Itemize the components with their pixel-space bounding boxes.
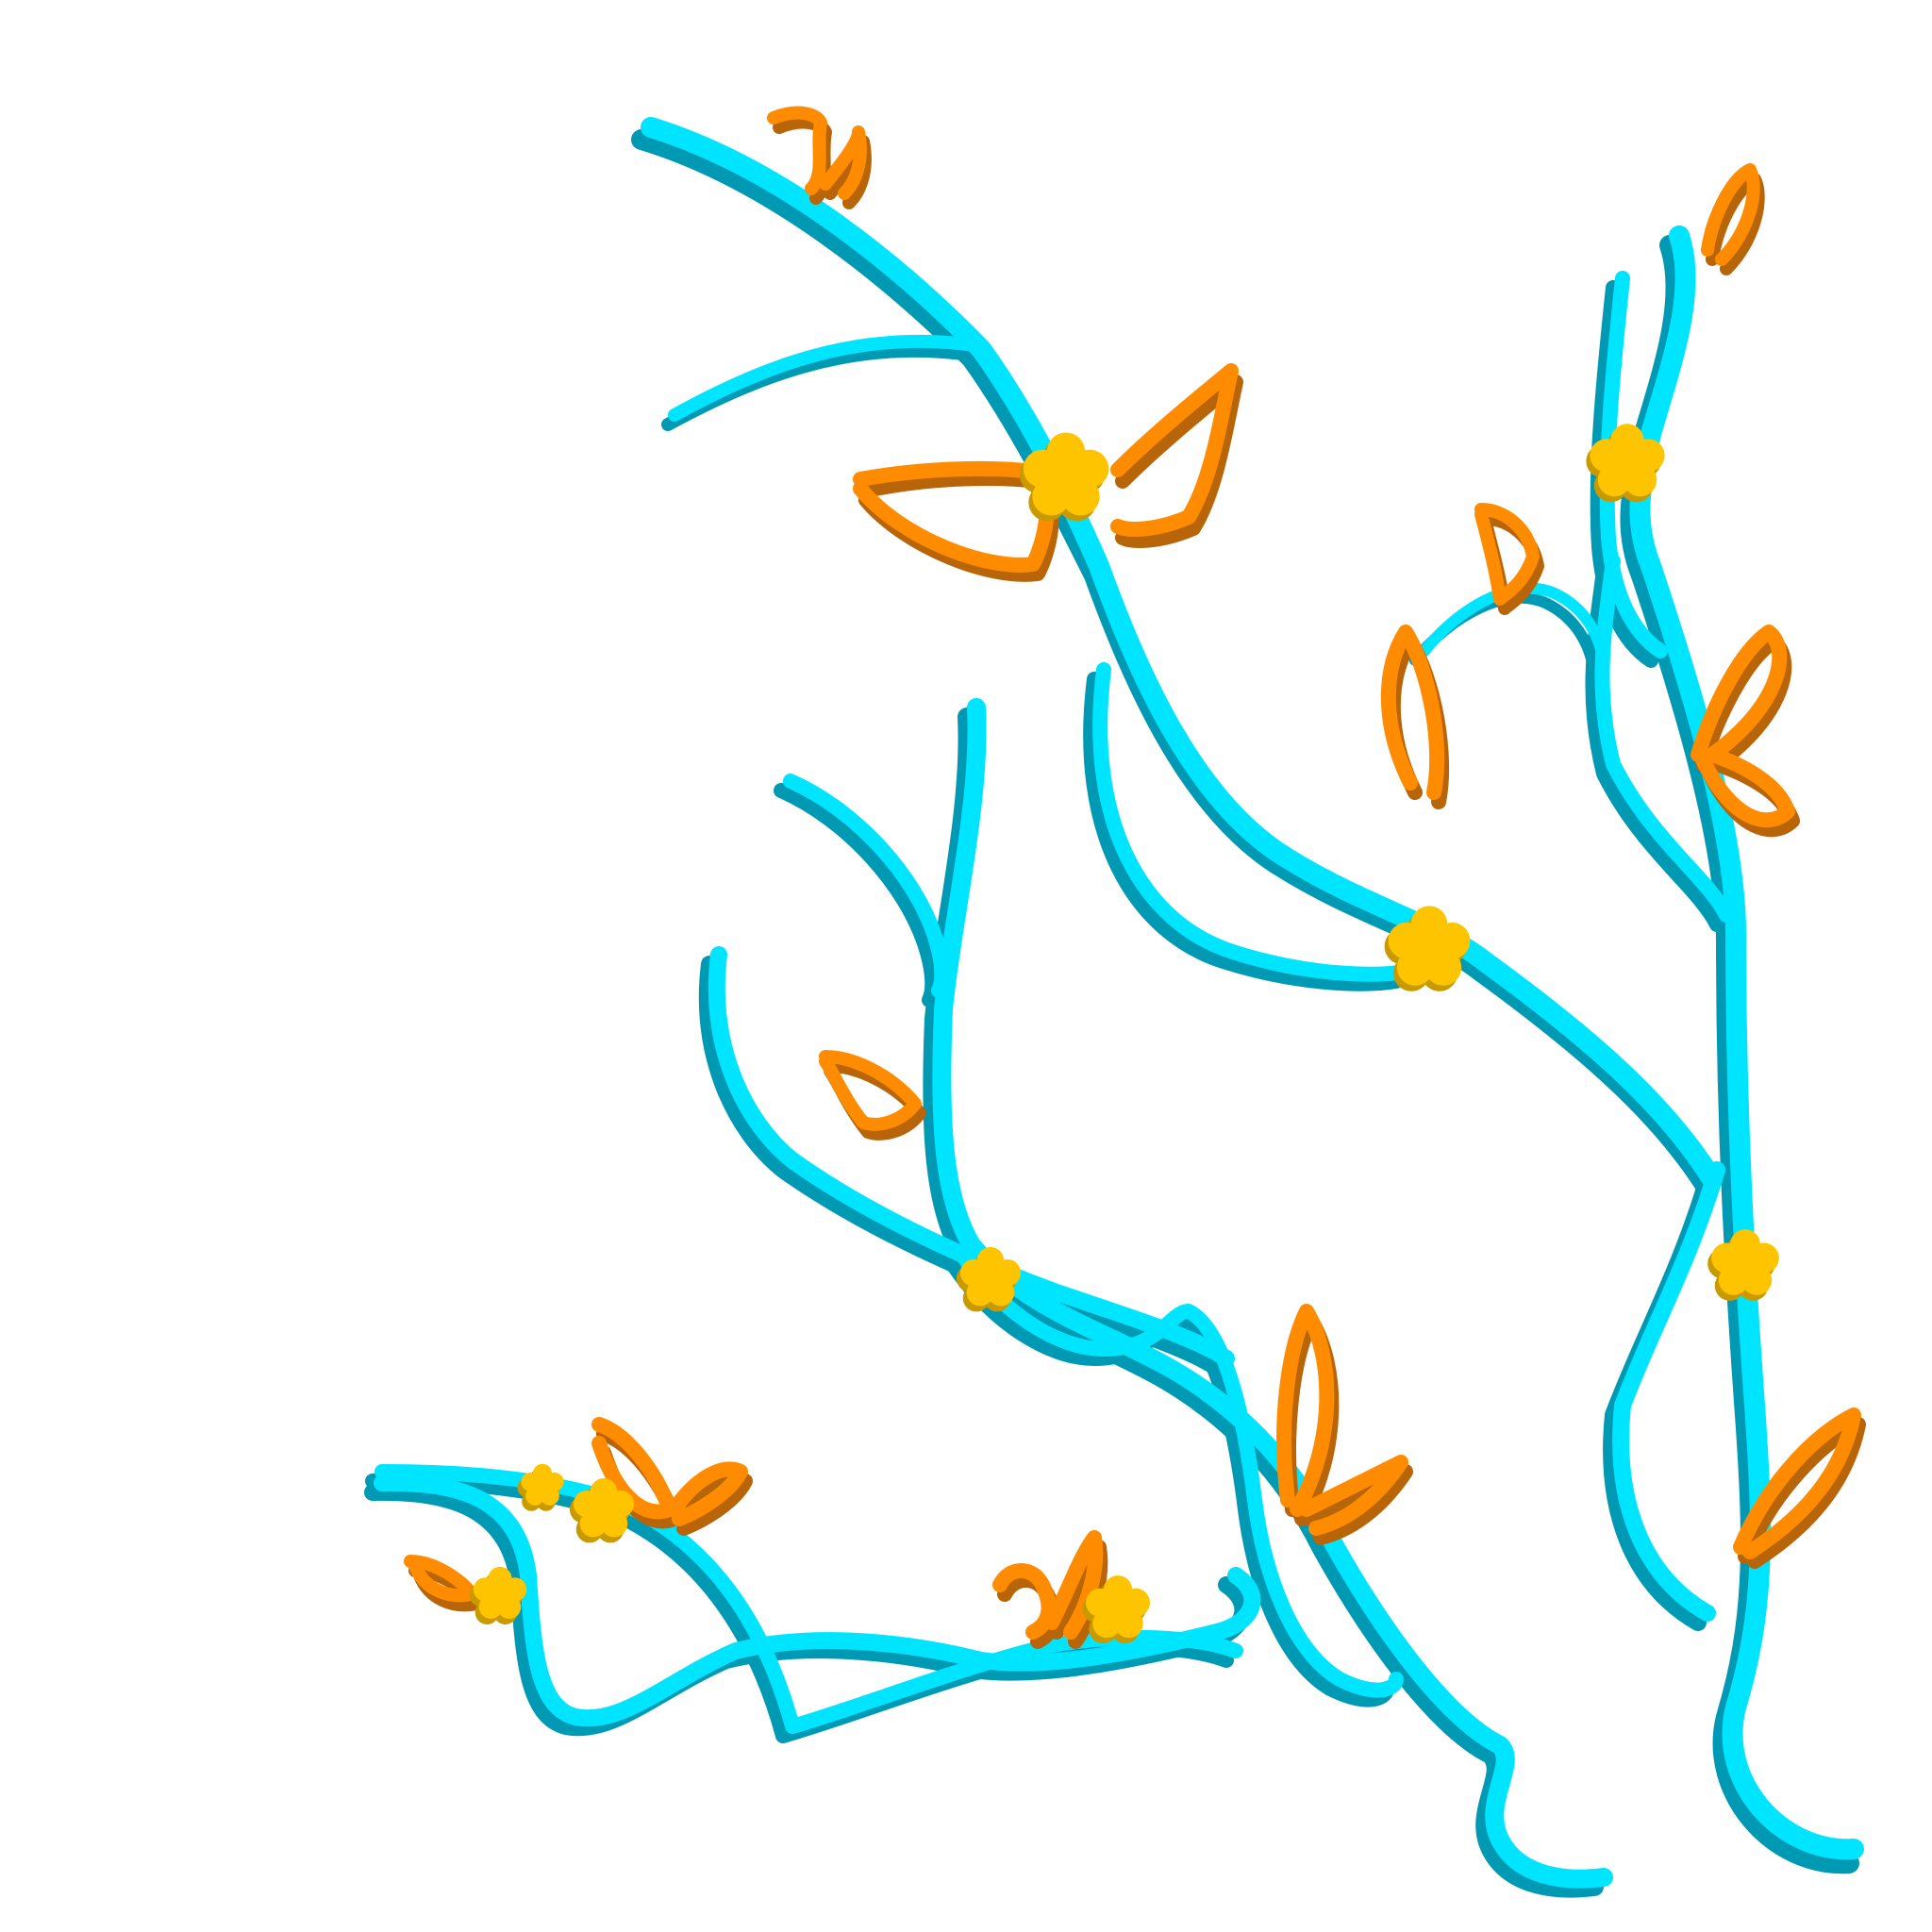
flower-center bbox=[1409, 928, 1449, 968]
leaf-right-mid bbox=[1690, 625, 1795, 828]
branch-shadow-middle-left bbox=[774, 783, 941, 1008]
leaf-middle-large bbox=[1276, 1304, 1408, 1536]
flower-center bbox=[487, 1581, 513, 1607]
branch-right-stem bbox=[1612, 1161, 1725, 1622]
flower-center bbox=[1609, 444, 1645, 480]
branch-shadow-loop bbox=[1083, 672, 1404, 991]
flower bbox=[1711, 1229, 1779, 1295]
leaf-top-right bbox=[1110, 363, 1239, 537]
leaf-right-twig bbox=[1474, 503, 1540, 606]
branch-side-top bbox=[668, 334, 974, 422]
branch-middle-left bbox=[783, 774, 950, 998]
flower bbox=[959, 1247, 1022, 1307]
flower-center bbox=[589, 1494, 619, 1524]
branch-right-inner bbox=[1594, 271, 1734, 923]
leaf-top-left bbox=[853, 460, 1055, 573]
flower-center bbox=[1102, 1592, 1134, 1624]
leaf-right-low bbox=[1733, 1407, 1861, 1559]
leaf-right-top bbox=[1701, 163, 1760, 266]
flower bbox=[1086, 1575, 1150, 1639]
branch-middle-arc bbox=[708, 946, 1235, 1367]
flower bbox=[473, 1566, 527, 1619]
branch-right-twig bbox=[1419, 582, 1609, 675]
flowers bbox=[469, 424, 1779, 1644]
leaf-top-1 bbox=[767, 106, 867, 200]
branch-shadow-middle-arc bbox=[698, 956, 1225, 1376]
branch-middle bbox=[932, 698, 1613, 1889]
flower bbox=[573, 1478, 635, 1538]
flower-center bbox=[1045, 456, 1087, 497]
branch-middle-loop bbox=[955, 1247, 1404, 1698]
leaves bbox=[404, 106, 1866, 1649]
branch-main bbox=[641, 117, 1723, 1190]
flower bbox=[1023, 432, 1109, 516]
leaf-middle-small bbox=[819, 1050, 922, 1131]
branch-shadow-middle-loop bbox=[945, 1257, 1394, 1707]
flower-center bbox=[532, 1475, 553, 1496]
branches bbox=[374, 117, 1864, 1889]
leaf-lower-cluster bbox=[591, 1417, 748, 1526]
leaf-center bbox=[1380, 625, 1445, 800]
flower-center bbox=[1728, 1247, 1762, 1281]
flower bbox=[521, 1463, 564, 1506]
flower bbox=[1590, 424, 1665, 497]
branch-loop bbox=[1092, 662, 1413, 982]
branch-shadow-main bbox=[631, 129, 1718, 1199]
flower-center bbox=[975, 1263, 1006, 1293]
flower bbox=[1388, 906, 1471, 986]
